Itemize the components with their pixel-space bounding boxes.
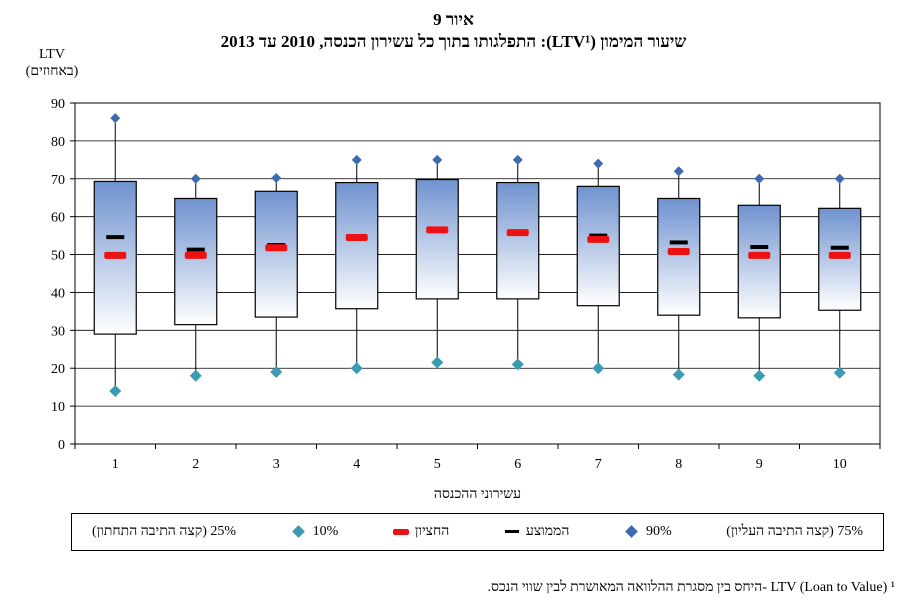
y-tick-label-20: 20 xyxy=(51,362,65,377)
x-tick-label-10: 10 xyxy=(833,457,847,472)
p90-marker-3 xyxy=(271,173,282,184)
box-5 xyxy=(415,178,459,300)
legend-label-median: החציון xyxy=(414,524,450,539)
p10-marker-4 xyxy=(350,362,363,375)
y-tick-label-40: 40 xyxy=(51,286,65,301)
box-2 xyxy=(174,197,218,326)
box-7 xyxy=(576,185,620,307)
x-tick-label-2: 2 xyxy=(192,457,199,472)
p10-marker-1 xyxy=(109,384,122,397)
mean-marker-10 xyxy=(830,245,849,250)
median-marker-4 xyxy=(345,234,368,242)
median-marker-3 xyxy=(265,244,288,252)
y-axis-label-line-1: LTV xyxy=(39,47,65,62)
legend-label-p10: 10% xyxy=(312,524,339,539)
p90-marker-4 xyxy=(351,154,362,165)
p10-marker-3 xyxy=(270,366,283,379)
box-10 xyxy=(818,207,862,311)
p90-marker-2 xyxy=(190,173,201,184)
legend-label-p90: 90% xyxy=(645,524,672,539)
legend-symbol-p10 xyxy=(291,524,307,540)
x-tick-label-3: 3 xyxy=(273,457,280,472)
y-tick-label-80: 80 xyxy=(51,135,65,150)
p10-marker-10 xyxy=(833,366,846,379)
y-tick-label-50: 50 xyxy=(51,249,65,264)
median-marker-6 xyxy=(506,229,529,237)
figure-label: איור 9 xyxy=(433,10,474,29)
axes xyxy=(70,102,881,449)
x-tick-label-9: 9 xyxy=(756,457,763,472)
legend-item-p10: 10% xyxy=(291,524,339,540)
y-tick-label-0: 0 xyxy=(58,438,65,453)
y-tick-label-60: 60 xyxy=(51,211,65,226)
y-tick-label-90: 90 xyxy=(51,97,65,112)
p90-marker-9 xyxy=(754,173,765,184)
box-3 xyxy=(254,190,298,318)
p10-marker-9 xyxy=(753,369,766,382)
median-marker-10 xyxy=(828,251,851,259)
y-axis-label: LTV (באחוזים) xyxy=(12,46,92,80)
legend-label-mean: הממוצע xyxy=(525,524,570,539)
mean-marker-8 xyxy=(669,240,688,245)
p10-marker-6 xyxy=(511,358,524,371)
legend-item-median: החציון xyxy=(392,524,450,540)
legend-label-p75: 75% (קצה התיבה העליון) xyxy=(726,524,863,539)
x-tick-label-7: 7 xyxy=(595,457,602,472)
legend-item-mean: הממוצע xyxy=(504,524,570,540)
legend-item-p75: 75% (קצה התיבה העליון) xyxy=(726,524,863,540)
tick-labels: 0 10 20 30 40 50 60 70 80 90 1 2 3 4 5 6 7 8 9 10 עשירוני הה… xyxy=(51,97,847,502)
y-tick-label-10: 10 xyxy=(51,400,65,415)
p90-marker-10 xyxy=(834,173,845,184)
p10-marker-7 xyxy=(592,362,605,375)
x-tick-label-4: 4 xyxy=(353,457,360,472)
median-marker-1 xyxy=(104,251,127,259)
box-4 xyxy=(335,181,379,310)
median-marker-8 xyxy=(667,248,690,256)
legend: 25% (קצה התיבה התחתון) 10% החציון הממוצע 90%… xyxy=(71,513,884,551)
p10-marker-5 xyxy=(431,356,444,369)
footnote: ¹ LTV (Loan to Value) -היחס בין מסגרת הה… xyxy=(487,580,895,595)
median-marker-9 xyxy=(748,251,771,259)
p90-marker-6 xyxy=(512,154,523,165)
legend-symbol-median xyxy=(392,524,409,540)
p90-marker-1 xyxy=(110,113,121,124)
legend-symbol-p90 xyxy=(624,524,640,540)
x-tick-label-1: 1 xyxy=(112,457,119,472)
box-8 xyxy=(657,197,701,316)
x-tick-label-8: 8 xyxy=(675,457,682,472)
x-tick-label-5: 5 xyxy=(434,457,441,472)
p10-marker-2 xyxy=(189,369,202,382)
legend-item-p90: 90% xyxy=(624,524,672,540)
box-9 xyxy=(737,204,781,319)
legend-symbol-mean xyxy=(504,524,520,540)
mean-marker-7 xyxy=(589,233,608,238)
x-axis-label: עשירוני ההכנסה xyxy=(434,487,521,502)
mean-marker-2 xyxy=(186,247,205,252)
y-tick-label-30: 30 xyxy=(51,324,65,339)
legend-item-p25: 25% (קצה התיבה התחתון) xyxy=(92,524,236,540)
p10-marker-8 xyxy=(672,368,685,381)
p90-marker-8 xyxy=(673,166,684,177)
mean-marker-9 xyxy=(750,244,769,249)
median-marker-2 xyxy=(184,251,207,259)
mean-marker-1 xyxy=(106,235,125,240)
median-marker-5 xyxy=(426,226,449,234)
median-marker-7 xyxy=(587,235,610,243)
x-tick-label-6: 6 xyxy=(514,457,521,472)
p90-marker-5 xyxy=(432,154,443,165)
p90-marker-7 xyxy=(593,158,604,169)
chart-title: שיעור המימון (LTV¹): התפלגותו בתוך כל עש… xyxy=(220,32,687,51)
legend-label-p25: 25% (קצה התיבה התחתון) xyxy=(92,524,237,539)
box-6 xyxy=(496,181,540,300)
y-tick-label-70: 70 xyxy=(51,173,65,188)
markers xyxy=(104,113,851,397)
y-axis-label-line-2: (באחוזים) xyxy=(25,64,79,79)
boxes xyxy=(93,118,862,391)
